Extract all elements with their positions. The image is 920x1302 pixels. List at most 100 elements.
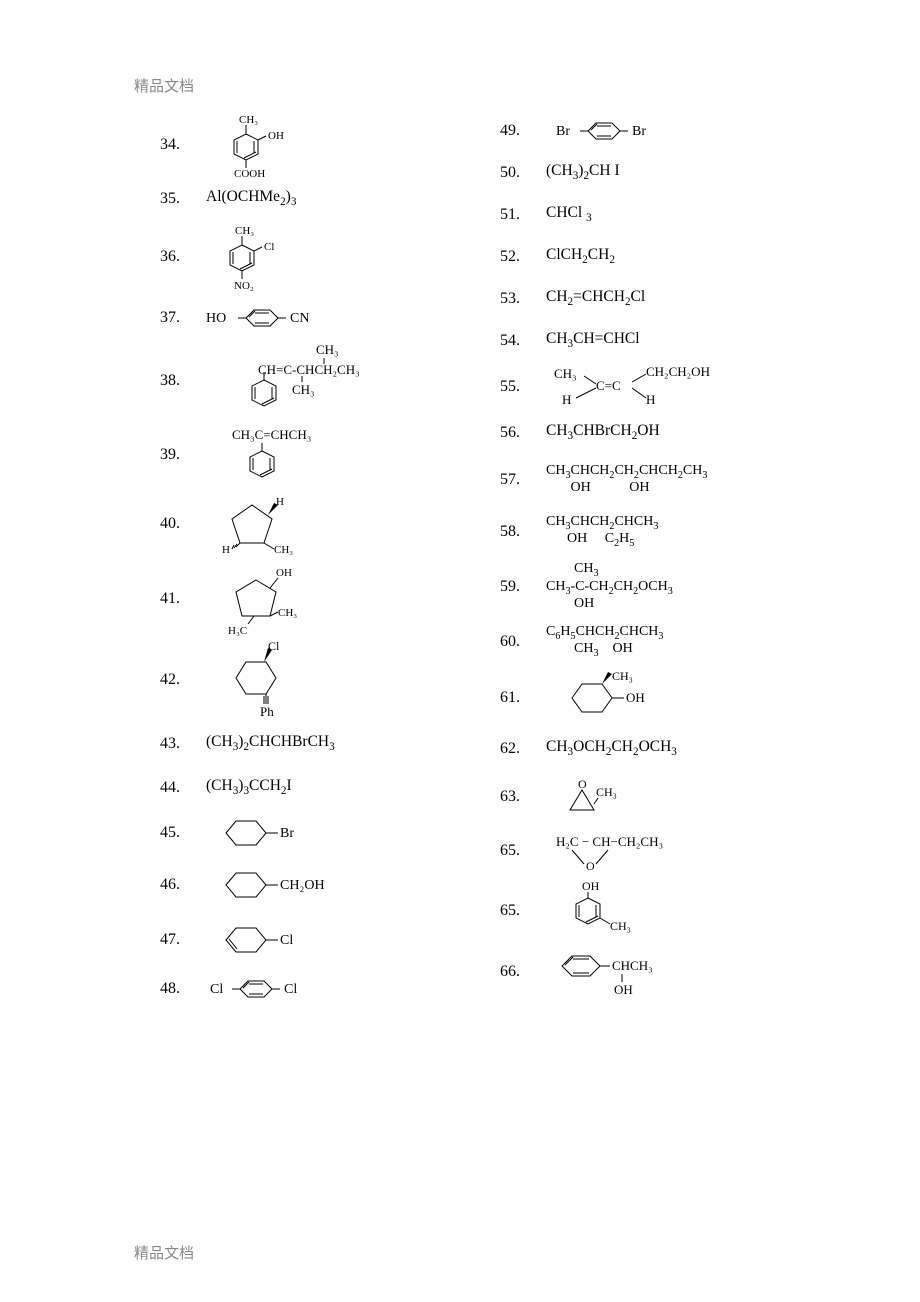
item-number: 55. <box>500 377 546 396</box>
svg-text:CH₃: CH₃ <box>239 114 258 126</box>
item-number: 62. <box>500 739 546 758</box>
item-content: CH₂OH <box>206 863 460 907</box>
svg-text:CH₃: CH₃ <box>610 919 631 933</box>
svg-text:CH₃C=CHCH₃: CH₃C=CHCH₃ <box>232 427 311 442</box>
item-content: H CH₃ H <box>206 491 460 557</box>
svg-text:H: H <box>562 392 571 407</box>
svg-text:H: H <box>222 544 230 556</box>
item-number: 53. <box>500 289 546 308</box>
item-number: 43. <box>160 734 206 753</box>
item-number: 37. <box>160 308 206 327</box>
list-item: 37. HO CN <box>160 296 460 340</box>
list-item: 63. O CH₃ <box>500 770 810 824</box>
svg-text:Br: Br <box>556 124 570 139</box>
item-content: CH2=CHCH2Cl <box>546 288 810 309</box>
item-content: OH CH₃ <box>546 880 810 942</box>
list-item: 44. (CH3)3CCH2I <box>160 766 460 810</box>
list-item: 65. H₂C − CH−CH₂CH₃ O <box>500 824 810 878</box>
item-content: OH CH₃ H₃C <box>206 562 460 636</box>
list-item: 50.(CH3)2CH I <box>500 152 810 194</box>
svg-text:Br: Br <box>280 826 294 841</box>
svg-text:CH=C-CHCH₂CH₃: CH=C-CHCH₂CH₃ <box>258 362 360 377</box>
item-content: (CH3)3CCH2I <box>206 777 460 798</box>
svg-text:OH: OH <box>626 690 645 705</box>
svg-text:Cl: Cl <box>264 241 274 253</box>
list-item: 34. CH₃ OH COOH <box>160 110 460 180</box>
item-content: CH3CHCH2CH2CHCH2CH3 OH OH <box>546 464 810 496</box>
item-content: Cl Cl <box>206 971 460 1007</box>
list-item: 53.CH2=CHCH2Cl <box>500 278 810 320</box>
item-content: CHCH₃ OH <box>546 946 810 998</box>
item-number: 65. <box>500 901 546 920</box>
svg-text:Cl: Cl <box>284 982 297 997</box>
list-item: 65. OH CH₃ <box>500 878 810 944</box>
item-number: 50. <box>500 163 546 182</box>
item-number: 65. <box>500 841 546 860</box>
svg-text:CH₃: CH₃ <box>292 382 315 397</box>
list-item: 58.CH3CHCH2CHCH3 OH C2H5 <box>500 506 810 558</box>
left-column: 34. CH₃ OH COOH 35.Al(OCHMe2)336. CH₃ Cl… <box>160 110 460 1012</box>
list-item: 62.CH3OCH2CH2OCH3 <box>500 728 810 770</box>
item-number: 66. <box>500 962 546 981</box>
item-number: 40. <box>160 514 206 533</box>
list-item: 57.CH3CHCH2CH2CHCH2CH3 OH OH <box>500 454 810 506</box>
item-number: 47. <box>160 930 206 949</box>
content-columns: 34. CH₃ OH COOH 35.Al(OCHMe2)336. CH₃ Cl… <box>160 110 820 1012</box>
svg-text:O: O <box>578 777 587 791</box>
svg-text:HO: HO <box>206 311 226 326</box>
list-item: 61. CH₃ OH <box>500 668 810 728</box>
item-content: CH3CH3-C-CH2CH2OCH3 OH <box>546 562 810 611</box>
list-item: 52.ClCH2CH2 <box>500 236 810 278</box>
item-content: CH3OCH2CH2OCH3 <box>546 738 810 759</box>
list-item: 46. CH₂OH <box>160 856 460 914</box>
item-number: 56. <box>500 423 546 442</box>
item-content: Br Br <box>546 113 810 149</box>
svg-text:C=C: C=C <box>596 378 621 393</box>
list-item: 55. CH₃ H C=C CH₂CH₂OH H <box>500 362 810 412</box>
list-item: 47. Cl <box>160 914 460 966</box>
list-item: 36. CH₃ Cl NO₂ <box>160 218 460 296</box>
svg-text:H₃C: H₃C <box>228 625 247 636</box>
item-content: CH₃ OH <box>546 670 810 726</box>
svg-text:COOH: COOH <box>234 168 265 178</box>
item-content: (CH3)2CHCHBrCH3 <box>206 733 460 754</box>
item-number: 52. <box>500 247 546 266</box>
item-number: 63. <box>500 787 546 806</box>
svg-text:CH₃: CH₃ <box>278 607 297 619</box>
list-item: 59. CH3CH3-C-CH2CH2OCH3 OH <box>500 558 810 616</box>
item-content: CH₃ OH COOH <box>206 112 460 178</box>
list-item: 43.(CH3)2CHCHBrCH3 <box>160 722 460 766</box>
item-content: O CH₃ <box>546 774 810 820</box>
item-number: 58. <box>500 522 546 541</box>
item-number: 35. <box>160 189 206 208</box>
item-number: 54. <box>500 331 546 350</box>
item-content: Br <box>206 813 460 853</box>
item-number: 60. <box>500 632 546 651</box>
item-number: 45. <box>160 823 206 842</box>
item-number: 34. <box>160 135 206 154</box>
svg-text:Cl: Cl <box>268 640 280 653</box>
svg-text:CHCH₃: CHCH₃ <box>612 958 653 973</box>
svg-text:CH₃: CH₃ <box>316 342 339 357</box>
list-item: 48. Cl Cl <box>160 966 460 1012</box>
svg-text:CN: CN <box>290 311 309 326</box>
item-number: 46. <box>160 875 206 894</box>
svg-text:CH₃: CH₃ <box>235 225 254 237</box>
list-item: 60.C6H5CHCH2CHCH3 CH3 OH <box>500 616 810 668</box>
svg-text:CH₂OH: CH₂OH <box>280 878 325 893</box>
item-content: CH₃ CH=C-CHCH₂CH₃ CH₃ <box>206 342 460 420</box>
item-content: Cl <box>206 918 460 962</box>
svg-text:Cl: Cl <box>210 982 223 997</box>
item-content: (CH3)2CH I <box>546 162 810 183</box>
item-number: 48. <box>160 979 206 998</box>
item-content: HO CN <box>206 300 460 336</box>
item-content: H₂C − CH−CH₂CH₃ O <box>546 828 810 874</box>
list-item: 39. CH₃C=CHCH₃ <box>160 422 460 488</box>
list-item: 66. CHCH₃ OH <box>500 944 810 1000</box>
list-item: 56.CH3CHBrCH2OH <box>500 412 810 454</box>
list-item: 45. Br <box>160 810 460 856</box>
svg-text:Cl: Cl <box>280 933 293 948</box>
svg-text:O: O <box>586 859 595 873</box>
item-number: 42. <box>160 670 206 689</box>
item-number: 39. <box>160 445 206 464</box>
